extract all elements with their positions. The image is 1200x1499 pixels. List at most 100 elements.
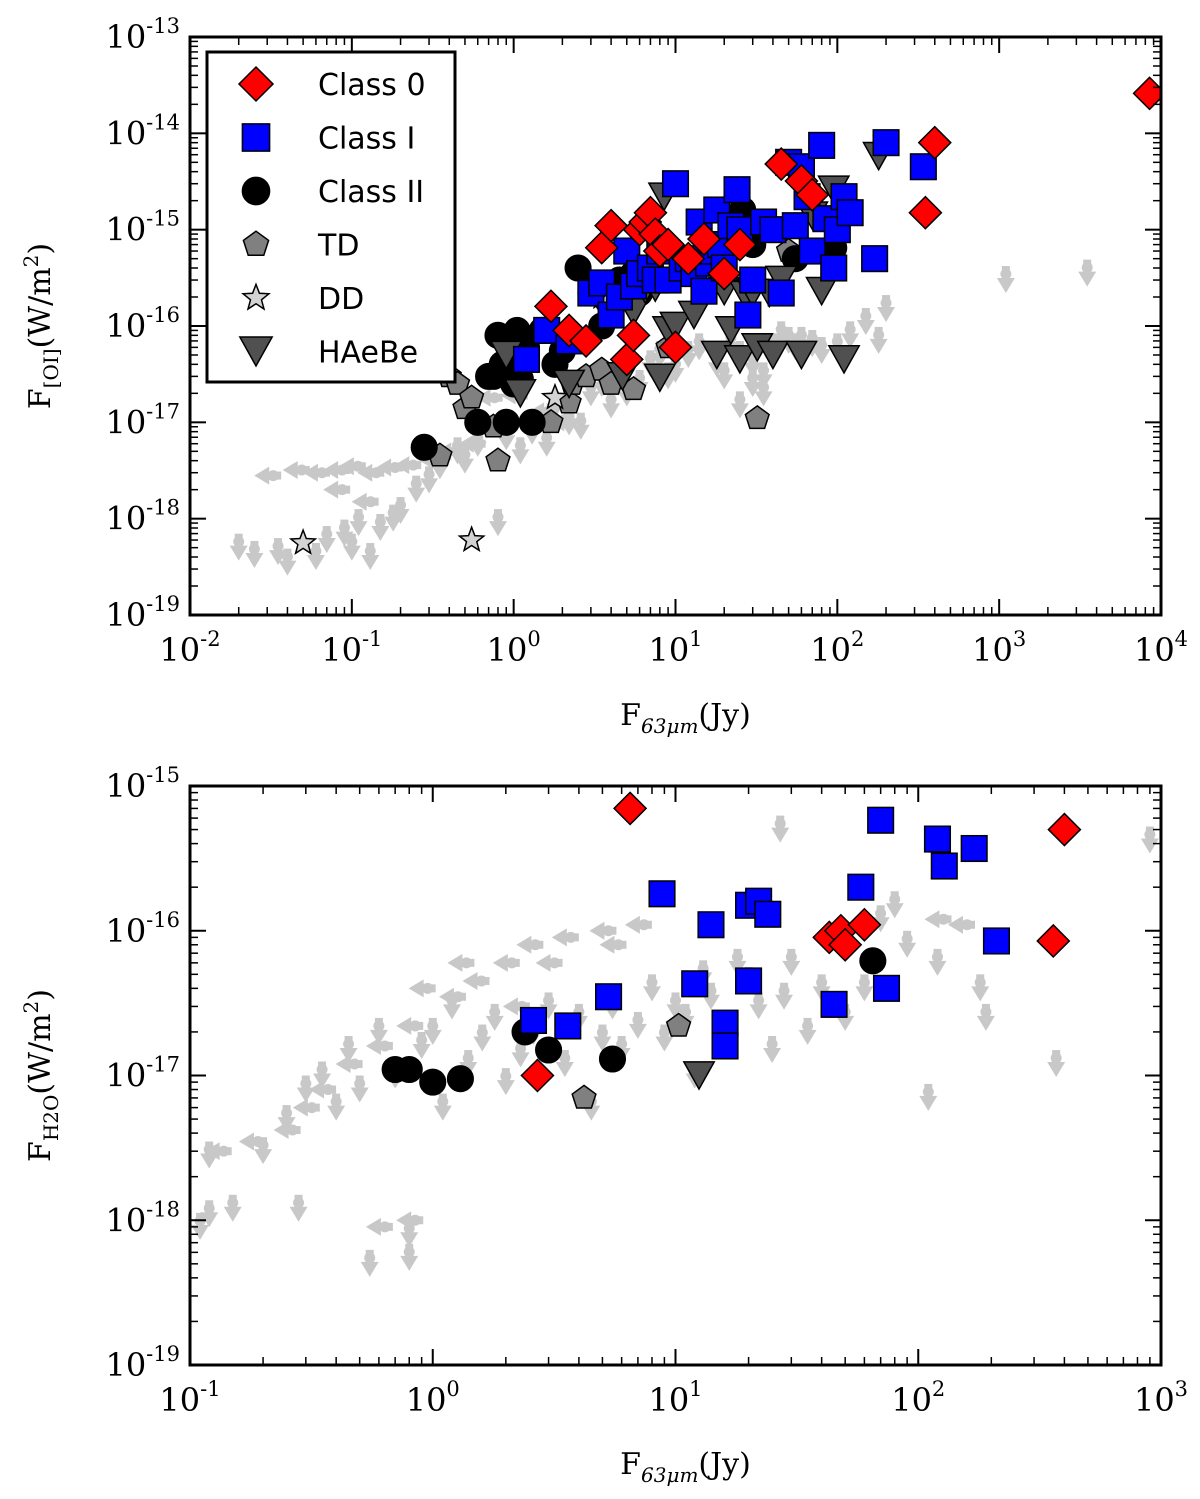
class2-point [419, 1068, 447, 1096]
class1-point [820, 990, 848, 1018]
upper-limit-left-arrow [551, 928, 579, 947]
upper-limit-down-arrow [361, 543, 380, 571]
legend: Class 0 Class I Class II TD DD HAeBe [205, 50, 457, 384]
axes-frame [188, 784, 1163, 1367]
dd-point [540, 382, 570, 410]
upper-limit-down-arrow [602, 391, 621, 419]
upper-limit-down-arrow [349, 509, 368, 537]
x-tick-label: 102 [891, 1377, 945, 1419]
legend-label-class2: Class II [318, 175, 424, 210]
class0-point [520, 1058, 555, 1093]
upper-limit-down-arrow [782, 948, 801, 976]
td-point [744, 404, 770, 430]
upper-limit-down-arrow [690, 333, 709, 361]
y-tick-label: 10-16 [105, 908, 180, 950]
upper-limit-down-arrow [855, 974, 874, 1002]
upper-limit-left-arrow [394, 456, 422, 475]
upper-limit-left-arrow [475, 388, 503, 407]
upper-limit-down-arrow [730, 391, 749, 419]
upper-limit-down-arrow [488, 509, 507, 537]
upper-limit-down-arrow [856, 308, 875, 336]
y-tick-label: 10-19 [105, 592, 180, 634]
upper-limit-down-arrow [350, 1075, 369, 1103]
class2-point [395, 1055, 423, 1084]
upper-limit-down-arrow [342, 533, 361, 561]
class1-point [690, 277, 718, 305]
upper-limit-left-arrow [273, 1121, 301, 1140]
class1-point [872, 974, 901, 1002]
class1-point [759, 216, 787, 244]
upper-limit-down-arrow [1047, 1050, 1066, 1078]
y-axis-label: FH2O(W/m2) [19, 989, 63, 1162]
class1-point [960, 834, 988, 863]
class0-point [651, 227, 686, 262]
td-point [458, 384, 485, 409]
upper-limit-down-arrow [571, 412, 590, 440]
upper-limit-left-arrow [292, 1098, 320, 1117]
legend-label-haebe: HAeBe [318, 336, 418, 371]
class2-point [518, 408, 546, 436]
upper-limit-left-arrow [535, 953, 563, 972]
class1-point [681, 970, 709, 998]
haebe-point [700, 340, 734, 371]
class1-point [909, 153, 937, 181]
upper-limit-down-arrow [812, 337, 831, 365]
upper-limit-down-arrow [996, 266, 1015, 294]
class2-point [859, 947, 887, 975]
legend-marker-haebe [238, 336, 274, 368]
td-point [571, 1084, 597, 1109]
upper-limit-left-arrow [338, 457, 366, 476]
upper-limit-left-arrow [323, 480, 351, 499]
class1-point [735, 967, 763, 995]
detections [381, 791, 1082, 1109]
y-tick-label: 10-16 [105, 303, 180, 345]
y-tick-label: 10-17 [105, 399, 180, 441]
legend-marker-class2 [241, 176, 271, 206]
legend-label-class0: Class 0 [318, 68, 426, 103]
class1-point [697, 911, 725, 939]
class2-point [464, 408, 492, 436]
class1-point [808, 131, 836, 159]
class2-point [535, 1036, 563, 1064]
upper-limit-down-arrow [666, 992, 685, 1020]
upper-limit-left-arrow [458, 434, 486, 453]
haebe-point [723, 345, 757, 375]
upper-limit-left-arrow [254, 466, 282, 485]
x-tick-label: 104 [1134, 627, 1188, 669]
top-panel: 10-2 10-1 100 101 102 103 104 10-19 10-18 10-17 10… [19, 14, 1188, 738]
legend-marker-td [242, 230, 270, 256]
class1-point [982, 927, 1011, 955]
legend-marker-dd [241, 282, 271, 311]
dd-point [457, 525, 486, 553]
upper-limit-down-arrow [743, 369, 762, 397]
class0-point [609, 342, 644, 377]
class0-point [917, 125, 952, 160]
x-axis-label: F63μm(Jy) [620, 1447, 751, 1487]
upper-limit-down-arrow [289, 1194, 308, 1222]
upper-limit-down-arrow [371, 514, 390, 542]
x-tick-label: 101 [648, 1377, 702, 1419]
class1-point [519, 1006, 548, 1035]
upper-limit-left-arrow [516, 935, 544, 954]
upper-limit-left-arrow [462, 971, 490, 990]
x-tick-label: 100 [406, 1377, 460, 1419]
upper-limit-down-arrow [296, 1075, 315, 1103]
class1-point [711, 1009, 739, 1037]
y-tick-label: 10-13 [105, 14, 180, 56]
x-tick-label: 102 [810, 627, 864, 669]
upper-limit-down-arrow [798, 1017, 817, 1045]
axes-frame [188, 35, 1163, 617]
class1-point [767, 279, 795, 307]
class0-point [533, 289, 569, 324]
upper-limit-down-arrow [537, 429, 556, 457]
x-tick-label: 103 [1134, 1377, 1188, 1419]
upper-limit-down-arrow [317, 526, 336, 554]
class0-point [1036, 923, 1071, 959]
class0-point [686, 221, 722, 257]
legend-label-class1: Class I [318, 122, 415, 157]
upper-limit-left-arrow [599, 935, 627, 954]
upper-limit-down-arrow [715, 362, 734, 390]
upper-limit-down-arrow [313, 1061, 332, 1089]
upper-limit-left-arrow [309, 1080, 337, 1099]
